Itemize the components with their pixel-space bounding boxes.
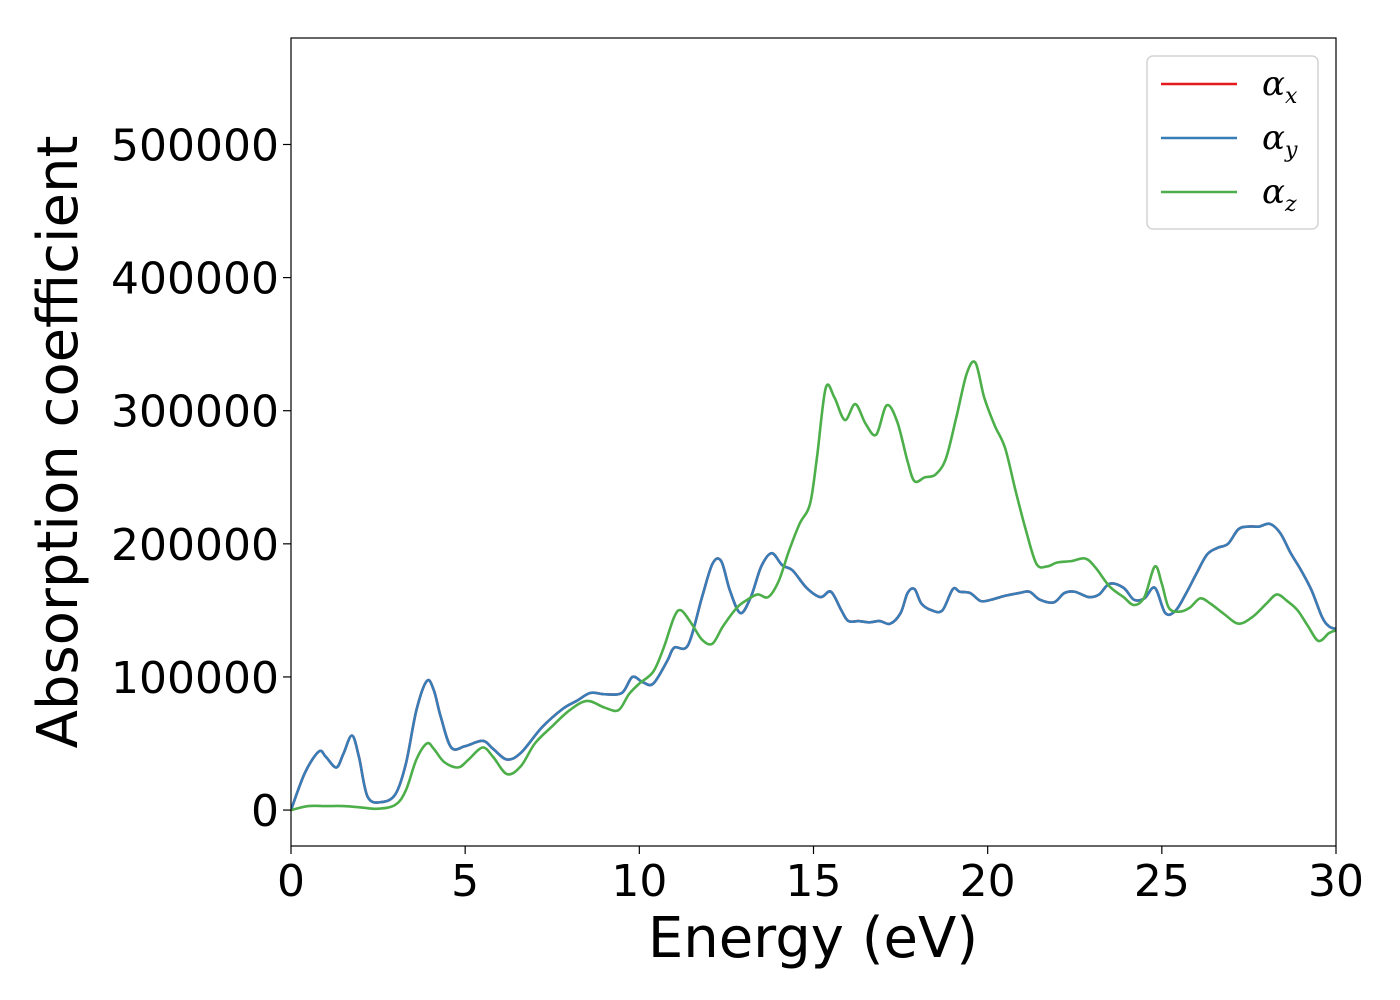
x-tick-label: 25: [1134, 856, 1190, 907]
x-tick-label: 10: [611, 856, 667, 907]
series-line-y: [291, 522, 1336, 812]
y-axis: 0 100000 200000 300000 400000 500000: [111, 120, 291, 837]
y-tick-label: 500000: [111, 120, 279, 171]
series-line-z: [291, 360, 1336, 812]
x-axis: 0 5 10 15 20 25 30: [277, 846, 1364, 907]
legend-box: [1146, 55, 1319, 230]
x-tick-label: 0: [277, 856, 305, 907]
y-tick-label: 300000: [111, 387, 279, 438]
y-tick-label: 100000: [111, 653, 279, 704]
y-tick-label: 400000: [111, 254, 279, 305]
x-tick-label: 30: [1308, 856, 1364, 907]
x-axis-title: Energy (eV): [648, 906, 978, 971]
x-tick-label: 15: [786, 856, 842, 907]
y-tick-label: 200000: [111, 520, 279, 571]
series-layer: [291, 360, 1336, 812]
x-tick-label: 5: [451, 856, 479, 907]
y-tick-label: 0: [251, 786, 279, 837]
y-axis-title: Absorption coefficient: [26, 136, 91, 749]
x-tick-label: 20: [960, 856, 1016, 907]
series-line-x: [291, 522, 1336, 812]
